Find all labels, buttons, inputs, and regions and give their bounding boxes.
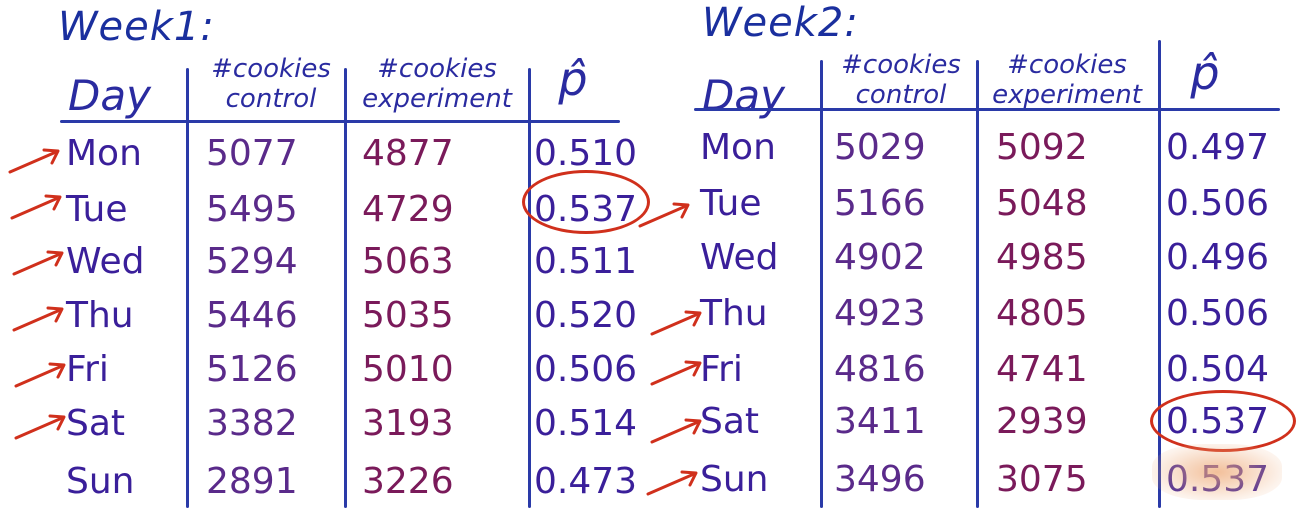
red-arrow-icon <box>646 470 698 496</box>
week2-cell-experiment: 5092 <box>996 127 1088 168</box>
week2-cell-control: 3496 <box>834 459 926 500</box>
week2-cell-experiment: 2939 <box>996 401 1088 442</box>
week1-cell-experiment: 5063 <box>362 241 454 282</box>
week1-cell-control: 2891 <box>206 461 298 502</box>
week1-cell-day: Sat <box>66 403 126 444</box>
week2-cell-day: Tue <box>700 183 762 224</box>
week1-cell-experiment: 5035 <box>362 295 454 336</box>
week1-cell-control: 3382 <box>206 403 298 444</box>
week2-cell-experiment: 4741 <box>996 349 1088 390</box>
week2-cell-phat: 0.497 <box>1166 127 1270 168</box>
week1-cell-experiment: 4877 <box>362 133 454 174</box>
red-arrow-icon <box>10 194 62 220</box>
week1-cell-experiment: 3226 <box>362 461 454 502</box>
red-arrow-icon <box>650 418 702 444</box>
week2-header-rule <box>694 108 1280 111</box>
highlight-smudge-week2-sun <box>1152 444 1282 500</box>
week2-cell-day: Fri <box>700 349 743 390</box>
red-arrow-icon <box>12 250 64 276</box>
week1-header-control: #cookies control <box>211 54 331 114</box>
week1-column-divider <box>528 68 531 508</box>
week2-cell-phat: 0.504 <box>1166 349 1270 390</box>
red-arrow-icon <box>14 414 66 440</box>
week1-cell-day: Wed <box>66 241 145 282</box>
week1-cell-phat: 0.506 <box>534 349 638 390</box>
week1-cell-experiment: 5010 <box>362 349 454 390</box>
week1-cell-control: 5126 <box>206 349 298 390</box>
week1-cell-control: 5294 <box>206 241 298 282</box>
highlight-circle-week2-sat <box>1150 390 1296 452</box>
week2-cell-experiment: 3075 <box>996 459 1088 500</box>
week2-column-divider <box>976 60 979 508</box>
week2-header-experiment: #cookies experiment <box>992 50 1142 110</box>
week2-cell-control: 4816 <box>834 349 926 390</box>
week2-cell-experiment: 4985 <box>996 237 1088 278</box>
week2-cell-phat: 0.496 <box>1166 237 1270 278</box>
week1-cell-phat: 0.511 <box>534 241 638 282</box>
week1-cell-day: Fri <box>66 349 109 390</box>
week1-header-phat: p̂ <box>558 52 588 106</box>
week2-cell-control: 5029 <box>834 127 926 168</box>
week1-header-day: Day <box>68 71 151 120</box>
red-arrow-icon <box>650 310 702 336</box>
week2-cell-day: Sun <box>700 459 769 500</box>
red-arrow-icon <box>8 148 60 174</box>
week2-header-day: Day <box>702 71 785 120</box>
week1-cell-control: 5077 <box>206 133 298 174</box>
week1-header-rule <box>60 120 620 123</box>
week2-cell-phat: 0.506 <box>1166 183 1270 224</box>
week1-title: Week1: <box>58 4 215 50</box>
week2-cell-day: Wed <box>700 237 779 278</box>
week1-cell-phat: 0.473 <box>534 461 638 502</box>
week2-header-phat: p̂ <box>1190 46 1220 100</box>
red-arrow-icon <box>12 306 64 332</box>
week1-cell-phat: 0.514 <box>534 403 638 444</box>
week2-title: Week2: <box>702 0 859 46</box>
week1-column-divider <box>344 68 347 508</box>
week1-cell-experiment: 4729 <box>362 189 454 230</box>
red-arrow-icon <box>650 360 702 386</box>
week2-cell-control: 4902 <box>834 237 926 278</box>
week1-cell-experiment: 3193 <box>362 403 454 444</box>
week1-cell-day: Mon <box>66 133 142 174</box>
week1-cell-control: 5495 <box>206 189 298 230</box>
week2-header-control: #cookies control <box>841 50 961 110</box>
week2-cell-experiment: 5048 <box>996 183 1088 224</box>
week1-cell-control: 5446 <box>206 295 298 336</box>
week2-column-divider <box>820 60 823 508</box>
week2-cell-control: 3411 <box>834 401 926 442</box>
week1-header-experiment: #cookies experiment <box>362 54 512 114</box>
week1-cell-day: Tue <box>66 189 128 230</box>
week2-cell-day: Thu <box>700 293 768 334</box>
red-arrow-icon <box>14 362 66 388</box>
week1-column-divider <box>186 68 189 508</box>
highlight-circle-week1-tue <box>522 170 650 234</box>
week2-cell-day: Sat <box>700 401 760 442</box>
week2-column-divider <box>1158 40 1161 508</box>
week1-cell-phat: 0.520 <box>534 295 638 336</box>
week2-cell-control: 5166 <box>834 183 926 224</box>
week1-cell-day: Sun <box>66 461 135 502</box>
week1-cell-phat: 0.510 <box>534 133 638 174</box>
week2-cell-control: 4923 <box>834 293 926 334</box>
week2-cell-phat: 0.506 <box>1166 293 1270 334</box>
week2-cell-day: Mon <box>700 127 776 168</box>
week2-cell-experiment: 4805 <box>996 293 1088 334</box>
week1-cell-day: Thu <box>66 295 134 336</box>
